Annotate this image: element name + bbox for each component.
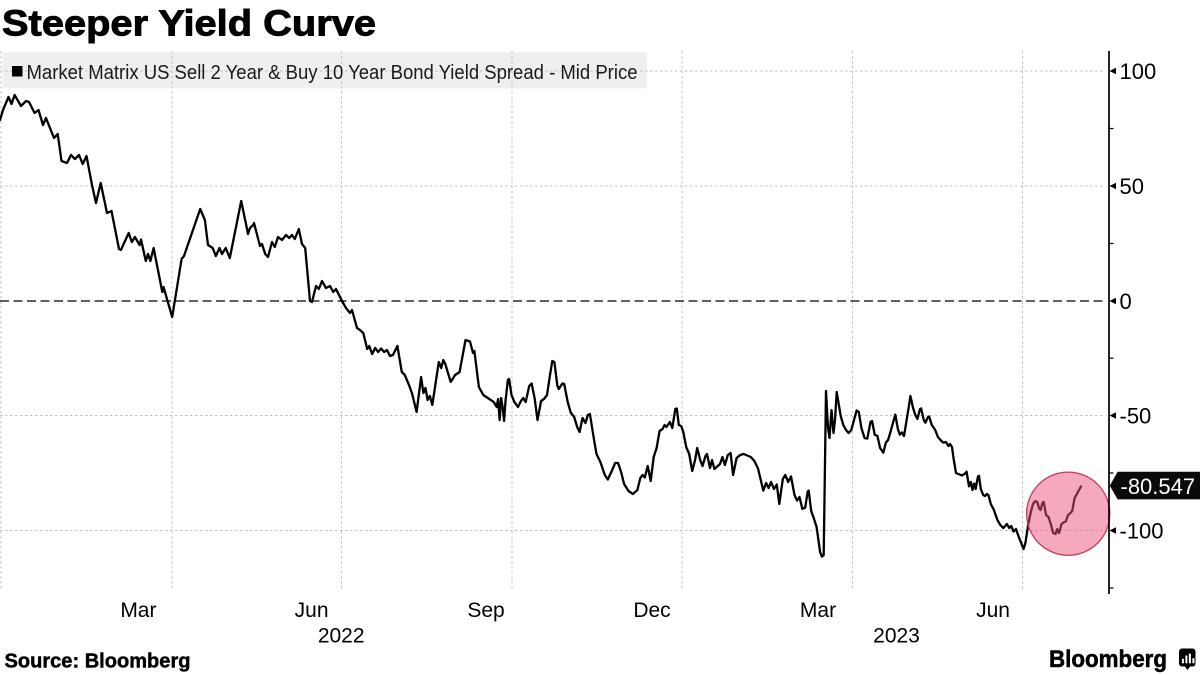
svg-text:-80.547: -80.547 [1121, 474, 1196, 499]
svg-text:2023: 2023 [873, 625, 920, 648]
svg-text:50: 50 [1120, 174, 1144, 199]
svg-text:Jun: Jun [295, 599, 329, 622]
svg-text:Jun: Jun [976, 599, 1010, 622]
svg-text:Mar: Mar [120, 599, 156, 622]
svg-text:Source: Bloomberg: Source: Bloomberg [5, 651, 191, 673]
svg-text:2022: 2022 [318, 625, 365, 648]
svg-text:100: 100 [1120, 59, 1157, 84]
svg-text:Sep: Sep [467, 599, 504, 622]
svg-text:0: 0 [1120, 289, 1132, 314]
svg-text:Mar: Mar [800, 599, 836, 622]
svg-text:-100: -100 [1120, 519, 1164, 544]
svg-text:Steeper Yield Curve: Steeper Yield Curve [2, 3, 376, 44]
svg-text:Market Matrix US Sell 2 Year &: Market Matrix US Sell 2 Year & Buy 10 Ye… [27, 62, 638, 84]
svg-text:-50: -50 [1120, 404, 1152, 429]
svg-text:Bloomberg: Bloomberg [1049, 646, 1167, 673]
svg-text:Dec: Dec [633, 599, 670, 622]
